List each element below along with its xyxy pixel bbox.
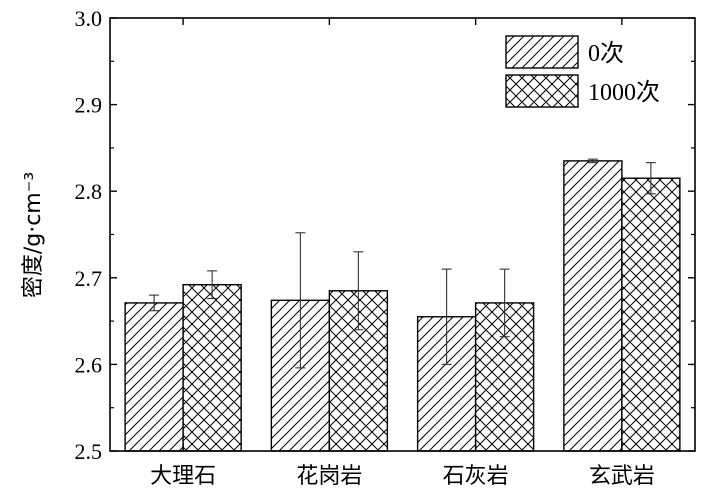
y-tick-label: 2.9 [75, 93, 103, 118]
bar [621, 177, 681, 452]
axes-frame [109, 17, 696, 452]
y-tick-label: 2.8 [75, 179, 103, 204]
bar [563, 160, 623, 452]
legend-swatch [505, 35, 579, 69]
x-tick-label: 玄武岩 [589, 464, 655, 489]
x-tick-label: 花岗岩 [296, 464, 362, 489]
legend-label: 1000次 [588, 79, 660, 106]
x-axis-ticks: 大理石 花岗岩 石灰岩 玄武岩 [150, 18, 655, 489]
x-tick-label: 石灰岩 [443, 464, 509, 489]
y-tick-label: 3.0 [75, 6, 103, 31]
x-tick-label: 大理石 [150, 464, 216, 489]
bar [124, 302, 184, 452]
y-tick-label: 2.6 [75, 352, 103, 377]
legend-swatch [505, 74, 579, 108]
y-axis-label: 密度/g·cm⁻³ [21, 172, 46, 298]
y-axis-ticks: 2.5 2.6 2.7 2.8 2.9 3.0 [75, 6, 695, 464]
legend-label: 0次 [588, 40, 624, 67]
bar [182, 284, 242, 452]
y-tick-label: 2.7 [75, 266, 103, 291]
plot-area [124, 158, 681, 452]
legend: 0次 1000次 [505, 35, 660, 108]
y-tick-label: 2.5 [75, 439, 103, 464]
